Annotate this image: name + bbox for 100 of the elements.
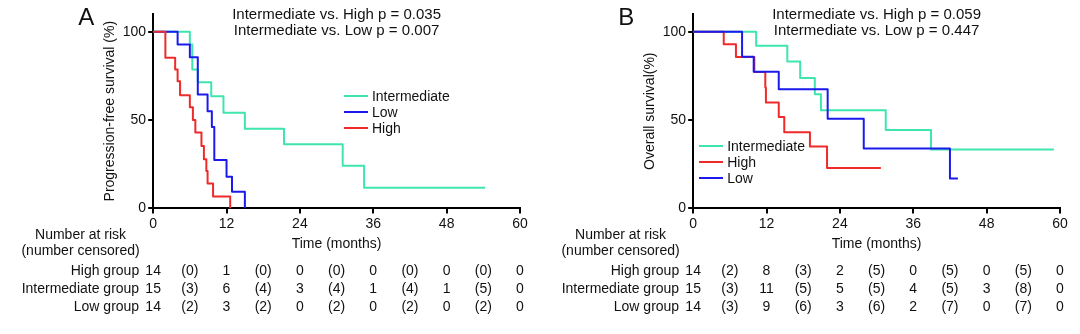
- text: Intermediate group: [561, 280, 680, 296]
- text: 0: [981, 298, 992, 314]
- text: 0: [981, 262, 992, 278]
- x-axis-title: Time (months): [291, 235, 382, 252]
- legend-label: Intermediate: [727, 138, 805, 155]
- text: 0: [908, 262, 919, 278]
- text: 3: [295, 280, 305, 296]
- text: (4): [400, 280, 420, 296]
- text: Intermediate group: [21, 280, 140, 296]
- text: Number at risk (number censored): [20, 226, 141, 258]
- text: (5): [793, 280, 813, 296]
- text: 1: [441, 280, 452, 296]
- text: (2): [400, 298, 420, 314]
- text: 4: [908, 280, 919, 296]
- text: 0: [368, 298, 379, 314]
- x-tick-label: 24: [832, 214, 848, 231]
- text: 15: [145, 280, 161, 296]
- text: 0: [1055, 280, 1065, 296]
- text: 0: [515, 280, 525, 296]
- text: 0: [295, 298, 305, 314]
- y-axis-title: Overall survival(%): [641, 52, 658, 170]
- legend-label: High: [371, 119, 401, 136]
- text: 0: [1055, 298, 1065, 314]
- text: Low group: [613, 298, 680, 314]
- text: (3): [180, 280, 200, 296]
- text: (3): [720, 280, 740, 296]
- text: 0: [515, 298, 525, 314]
- text: 0: [368, 262, 379, 278]
- text: (3): [720, 298, 740, 314]
- annotation: Intermediate vs. High p = 0.059: [771, 5, 982, 22]
- y-tick-label: 100: [662, 22, 687, 39]
- text: 3: [835, 298, 845, 314]
- text: 9: [761, 298, 772, 314]
- text: (7): [1013, 298, 1033, 314]
- text: (5): [940, 262, 960, 278]
- text: 2: [908, 298, 919, 314]
- text: 3: [221, 298, 232, 314]
- text: A: [78, 3, 95, 30]
- text: (2): [180, 298, 200, 314]
- text: (5): [473, 280, 493, 296]
- legend-label: Intermediate: [371, 87, 450, 104]
- text: (0): [180, 262, 200, 278]
- text: 5: [835, 280, 845, 296]
- x-axis-title: Time (months): [831, 235, 922, 252]
- x-tick-label: 0: [689, 214, 698, 231]
- x-tick-label: 60: [1052, 214, 1068, 231]
- x-tick-label: 60: [512, 214, 528, 231]
- text: (0): [327, 262, 347, 278]
- x-tick-label: 24: [292, 214, 308, 231]
- text: (8): [1013, 280, 1033, 296]
- text: (2): [473, 298, 493, 314]
- annotation: Intermediate vs. Low p = 0.447: [772, 21, 981, 38]
- text: (5): [940, 280, 960, 296]
- annotation: Intermediate vs. Low p = 0.007: [232, 21, 441, 38]
- text: 2: [835, 262, 845, 278]
- text: (7): [940, 298, 960, 314]
- x-tick-label: 12: [218, 214, 235, 231]
- text: B: [618, 3, 635, 30]
- y-tick-label: 50: [130, 110, 147, 127]
- text: 8: [761, 262, 772, 278]
- text: 3: [981, 280, 992, 296]
- x-tick-label: 36: [365, 214, 382, 231]
- legend-label: Low: [371, 103, 398, 120]
- text: 15: [685, 280, 701, 296]
- text: (0): [473, 262, 493, 278]
- x-tick-label: 36: [905, 214, 922, 231]
- text: (2): [327, 298, 347, 314]
- text: (3): [793, 262, 813, 278]
- text: 14: [685, 298, 701, 314]
- y-tick-label: 50: [670, 110, 687, 127]
- text: 14: [145, 298, 161, 314]
- text: 14: [685, 262, 701, 278]
- text: 0: [441, 298, 452, 314]
- annotation: Intermediate vs. High p = 0.035: [231, 5, 442, 22]
- y-tick-label: 100: [122, 22, 147, 39]
- text: (4): [253, 280, 273, 296]
- text: 1: [368, 280, 379, 296]
- x-tick-label: 48: [438, 214, 455, 231]
- text: (4): [327, 280, 347, 296]
- text: 0: [1055, 262, 1065, 278]
- text: (0): [253, 262, 273, 278]
- text: High group: [70, 262, 140, 278]
- text: 0: [295, 262, 305, 278]
- y-axis-title: Progression-free survival (%): [101, 20, 118, 202]
- text: 14: [145, 262, 161, 278]
- text: High group: [610, 262, 680, 278]
- text: 1: [221, 262, 232, 278]
- y-tick-label: 0: [138, 199, 147, 216]
- y-tick-label: 0: [678, 199, 687, 216]
- text: 0: [441, 262, 452, 278]
- text: 6: [221, 280, 232, 296]
- text: (5): [867, 280, 887, 296]
- text: 0: [515, 262, 525, 278]
- x-tick-label: 48: [978, 214, 995, 231]
- text: (2): [720, 262, 740, 278]
- text: 11: [758, 280, 775, 296]
- text: Number at risk (number censored): [560, 226, 681, 258]
- text: (2): [253, 298, 273, 314]
- text: (5): [867, 262, 887, 278]
- legend-label: Low: [727, 170, 753, 187]
